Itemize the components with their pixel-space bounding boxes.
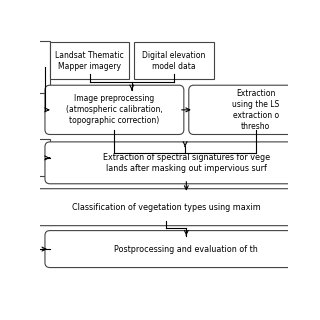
FancyBboxPatch shape [45,142,320,184]
FancyBboxPatch shape [0,41,50,92]
Text: Image preprocessing
(atmospheric calibration,
topographic correction): Image preprocessing (atmospheric calibra… [66,94,163,125]
FancyBboxPatch shape [50,42,129,79]
Text: Extraction
using the LS
extraction o
thresho: Extraction using the LS extraction o thr… [232,89,279,131]
FancyBboxPatch shape [45,231,320,268]
FancyBboxPatch shape [0,140,50,176]
Text: ng
lots: ng lots [0,148,12,168]
Text: est
11,
1: est 11, 1 [0,51,10,82]
FancyBboxPatch shape [134,42,214,79]
Text: Classification of vegetation types using maxim: Classification of vegetation types using… [72,203,261,212]
Text: Digital elevation
model data: Digital elevation model data [142,51,206,71]
Text: Extraction of spectral signatures for vege
lands after masking out impervious su: Extraction of spectral signatures for ve… [103,153,270,173]
Text: Landsat Thematic
Mapper imagery: Landsat Thematic Mapper imagery [55,51,124,71]
Text: Postprocessing and evaluation of th: Postprocessing and evaluation of th [115,244,258,253]
FancyBboxPatch shape [189,85,320,134]
FancyBboxPatch shape [45,85,184,134]
FancyBboxPatch shape [25,189,308,226]
